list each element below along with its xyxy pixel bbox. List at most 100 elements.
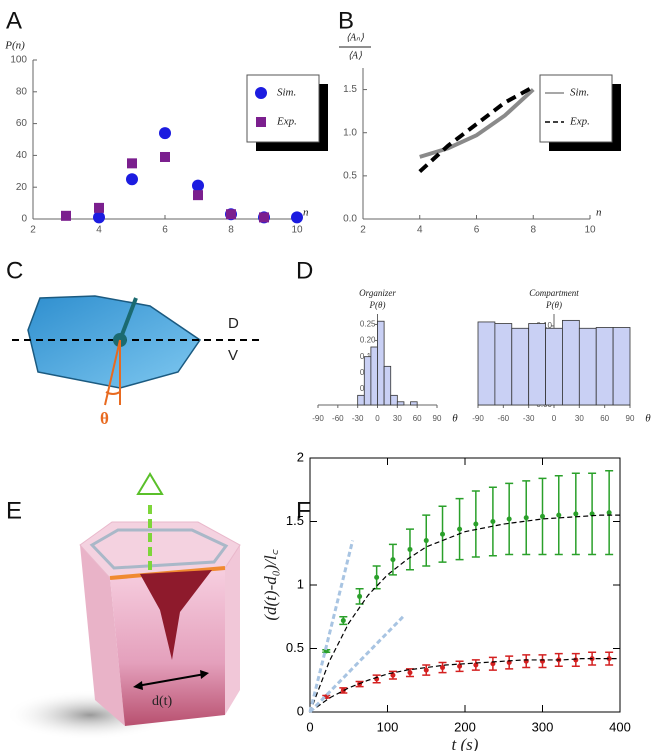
- y-axis-label: P(n): [4, 40, 25, 52]
- y-tick-label: 100: [10, 55, 27, 66]
- x-tick-label: 100: [377, 719, 399, 734]
- x-tick-label: 200: [454, 719, 476, 734]
- x-tick-label: 6: [474, 225, 480, 236]
- x-tick-label: -90: [312, 414, 324, 423]
- hist-title: Organizer: [359, 288, 396, 298]
- panel-letter: B: [338, 7, 354, 34]
- plot-frame: [309, 457, 621, 713]
- y-tick-label: 60: [16, 118, 28, 129]
- x-axis-label: θ: [645, 413, 651, 425]
- label-v: V: [228, 347, 238, 364]
- point: [457, 526, 463, 532]
- x-tick-label: 30: [393, 414, 402, 423]
- point: [94, 202, 104, 213]
- x-tick-label: -60: [498, 414, 510, 423]
- y-tick-label: 1.5: [343, 84, 357, 95]
- y-tick-label: 0.25: [360, 320, 376, 329]
- hist-bar: [578, 327, 597, 406]
- line: [308, 615, 405, 714]
- point: [323, 648, 329, 654]
- point: [160, 151, 170, 162]
- hist-bar: [477, 321, 496, 406]
- y-axis-label-numerator: ⟨Aₙ⟩: [346, 32, 364, 43]
- panel-e-diagram: d(t): [5, 472, 241, 740]
- x-tick-label: 10: [291, 225, 303, 236]
- hist-bar: [528, 323, 546, 406]
- legend-label: Exp.: [569, 116, 590, 128]
- angle-ray: [104, 339, 121, 406]
- point: [473, 662, 479, 668]
- x-tick-label: -30: [523, 414, 535, 423]
- x-tick-label: -30: [352, 414, 364, 423]
- x-tick-label: 300: [532, 719, 554, 734]
- hist-title: Compartment: [529, 288, 579, 298]
- y-tick-label: 0: [297, 703, 304, 718]
- point: [606, 510, 612, 516]
- point: [291, 211, 303, 224]
- hist-bar: [377, 320, 385, 406]
- y-tick-label: 40: [16, 150, 28, 161]
- y-tick-label: 1: [297, 576, 304, 591]
- hist-bar: [357, 394, 365, 406]
- point: [340, 618, 346, 624]
- x-tick-label: 60: [600, 414, 609, 423]
- panel-letter: C: [6, 257, 23, 284]
- angle-arc: [105, 391, 121, 395]
- panel-letter: F: [296, 497, 311, 524]
- y-tick-label: 20: [16, 182, 28, 193]
- point: [573, 511, 579, 517]
- point: [127, 158, 137, 169]
- hist-bar: [370, 346, 378, 406]
- point: [193, 190, 203, 201]
- x-tick-label: 400: [609, 719, 631, 734]
- point: [407, 670, 413, 676]
- point: [259, 212, 269, 223]
- x-tick-label: -60: [332, 414, 344, 423]
- point: [440, 531, 446, 537]
- y-tick-label: 80: [16, 86, 28, 97]
- hist-bar: [562, 319, 580, 406]
- label-width: d(t): [152, 694, 173, 709]
- point: [423, 667, 429, 673]
- y-tick-label: 1.5: [286, 513, 304, 528]
- label-d: D: [228, 315, 239, 332]
- y-tick-label: 0.5: [343, 170, 357, 181]
- x-tick-label: 4: [96, 225, 102, 236]
- point: [407, 546, 413, 552]
- prism-left-face: [80, 545, 125, 726]
- x-tick-label: -90: [472, 414, 484, 423]
- hist-bar: [396, 401, 405, 406]
- point: [490, 661, 496, 667]
- laser-icon: [136, 472, 164, 495]
- legend-label: Sim.: [277, 87, 296, 99]
- label-theta: θ: [100, 409, 109, 428]
- panel-letter: D: [296, 257, 313, 284]
- point: [556, 512, 562, 518]
- inner-outline: [89, 528, 229, 570]
- panel-letter: E: [6, 497, 22, 524]
- x-tick-label: 10: [584, 225, 596, 236]
- cleft: [140, 570, 212, 660]
- point: [126, 173, 138, 186]
- point: [357, 593, 363, 599]
- point: [523, 515, 529, 521]
- x-axis-label: n: [303, 207, 309, 219]
- point: [390, 672, 396, 678]
- hist-bar: [363, 356, 372, 406]
- point: [340, 687, 346, 693]
- y-axis-label: P(θ): [545, 300, 562, 310]
- point: [490, 519, 496, 524]
- point: [192, 179, 204, 192]
- point: [473, 521, 479, 527]
- point: [390, 557, 396, 563]
- line: [309, 514, 620, 713]
- hist-bar: [612, 327, 631, 406]
- hist-bar: [390, 394, 398, 406]
- x-tick-label: 90: [626, 414, 635, 423]
- x-tick-label: 8: [530, 225, 536, 236]
- arrow-head: [133, 681, 143, 690]
- legend-marker: [255, 87, 267, 99]
- line: [309, 658, 620, 713]
- hist-bar: [595, 327, 614, 406]
- point: [540, 513, 545, 519]
